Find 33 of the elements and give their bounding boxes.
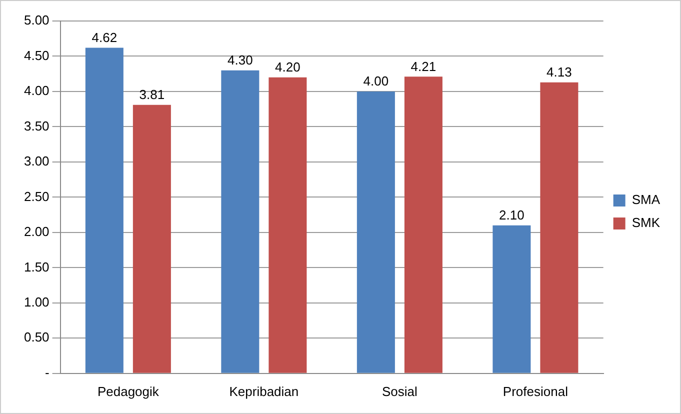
y-tick-label: 1.50 (24, 259, 50, 274)
bar (268, 77, 307, 373)
data-label: 4.20 (275, 59, 300, 74)
y-tick-label: 5.00 (24, 12, 50, 28)
x-tick-label: Profesional (502, 384, 568, 399)
y-tick-label: 4.50 (24, 48, 50, 63)
y-tick-label: 0.50 (24, 330, 50, 345)
bar (492, 225, 531, 373)
y-tick-label: 3.50 (24, 118, 50, 134)
data-label: 4.30 (228, 52, 253, 68)
data-label: 4.00 (363, 74, 389, 89)
x-tick-label: Sosial (382, 384, 418, 399)
data-label: 4.13 (546, 64, 572, 80)
x-tick-label: Pedagogik (97, 384, 160, 399)
data-label: 2.10 (499, 207, 524, 222)
y-tick-label: 1.00 (24, 294, 50, 310)
y-tick-label: 3.00 (24, 154, 50, 169)
bar (221, 70, 260, 373)
y-tick-label: 4.00 (24, 83, 50, 98)
bar (132, 104, 171, 373)
legend-label: SMA (632, 192, 660, 208)
bar (540, 82, 578, 373)
bar (404, 76, 442, 373)
bar (356, 91, 395, 373)
bar (85, 48, 124, 373)
x-tick-label: Kepribadian (229, 384, 299, 399)
legend-label: SMK (632, 215, 660, 230)
data-label: 4.21 (410, 58, 436, 74)
data-label: 4.62 (92, 30, 118, 45)
y-tick-label: 2.50 (24, 188, 50, 204)
y-tick-label: 2.00 (24, 224, 50, 240)
data-label: 3.81 (139, 86, 165, 102)
y-tick-label: - (44, 364, 50, 380)
